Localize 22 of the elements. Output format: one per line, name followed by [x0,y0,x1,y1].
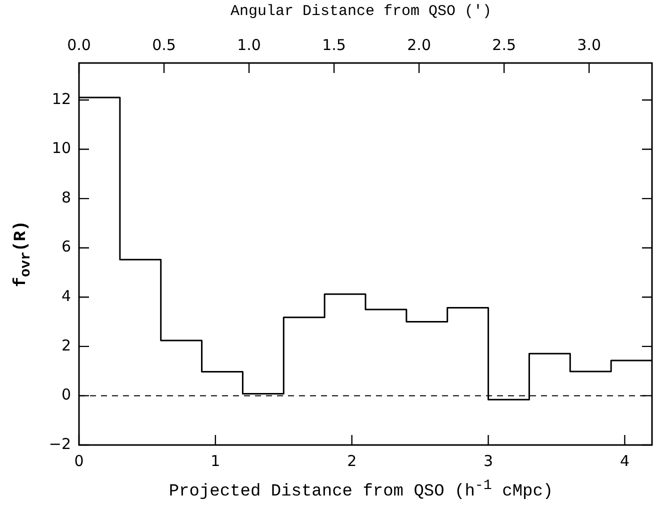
y-tick-label: −2 [48,434,71,453]
x2-tick-label: 2.0 [407,36,431,54]
x2-axis-title: Angular Distance from QSO (′) [229,3,493,20]
x-tick-label: 2 [347,452,357,470]
x-axis-title: Projected Distance from QSO (h$^{-1}$ cMpc) [168,478,554,502]
x-tick-label: 4 [620,452,630,470]
x2-tick-label: 1.0 [237,36,261,54]
y-tick-label: 0 [61,386,71,404]
x2-tick-label: 0.5 [152,36,176,54]
y-tick-label: 4 [61,287,71,306]
x-tick-label: 1 [210,452,220,470]
x2-tick-label: 1.5 [322,36,346,54]
y-tick-label: 2 [61,336,71,354]
y-tick-label: 8 [61,188,71,206]
x2-tick-label: 0.0 [67,36,91,54]
x2-tick-label: 2.5 [492,36,516,54]
y-tick-label: 10 [52,139,71,158]
x-tick-label: 0 [74,452,84,470]
x-tick-label: 3 [484,452,494,470]
x2-tick-label: 3.0 [577,36,602,54]
y-tick-label: 6 [61,238,71,256]
y-tick-label: 12 [52,90,71,108]
